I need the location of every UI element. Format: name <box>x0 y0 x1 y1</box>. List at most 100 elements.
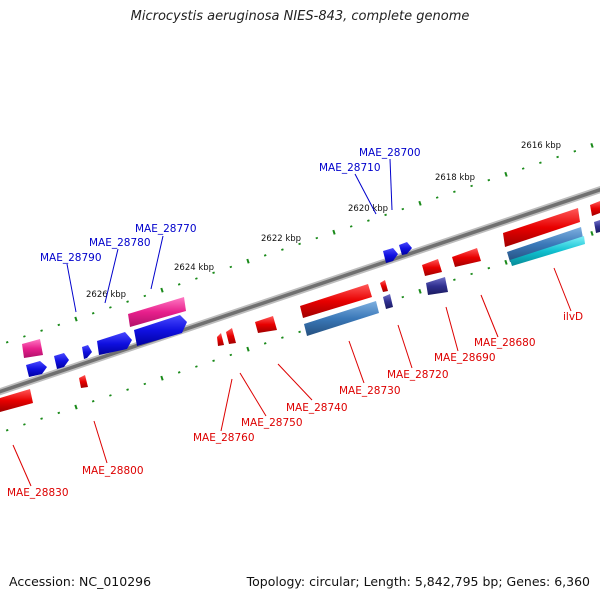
kbp-ruler <box>5 142 594 344</box>
minor-tick <box>401 207 405 211</box>
ruler-label-2618: 2618 kbp <box>435 173 475 183</box>
label-MAE_28690[interactable]: MAE_28690 <box>434 352 496 364</box>
minor-tick <box>263 254 267 257</box>
major-tick <box>160 287 164 293</box>
gene-MAE_28750-arrow[interactable] <box>226 328 236 344</box>
gene-MAE_28690-arrow[interactable] <box>422 259 442 276</box>
label-MAE_28790[interactable]: MAE_28790 <box>40 252 102 264</box>
minor-tick <box>453 190 456 193</box>
gene-steel-bar-2[interactable] <box>304 301 379 336</box>
minor-tick <box>177 283 181 286</box>
label-ilvD[interactable]: ilvD <box>563 311 583 323</box>
gene-MAE_28680-arrow[interactable] <box>452 248 481 267</box>
major-tick <box>246 346 250 352</box>
genome-summary-text: Topology: circular; Length: 5,842,795 bp… <box>246 574 590 589</box>
label-MAE_28750[interactable]: MAE_28750 <box>241 417 303 429</box>
label-MAE_28720[interactable]: MAE_28720 <box>387 369 449 381</box>
minor-tick <box>229 265 233 269</box>
minor-tick <box>487 178 491 182</box>
gene-steel-bar[interactable] <box>507 227 583 262</box>
minor-tick <box>109 394 112 397</box>
minor-tick <box>40 417 43 420</box>
label-MAE_28770[interactable]: MAE_28770 <box>135 223 197 235</box>
label-MAE_28700[interactable]: MAE_28700 <box>359 147 421 159</box>
gene-MAE_28700-arrow[interactable] <box>399 242 412 255</box>
gene-MAE_28830-arrow[interactable] <box>0 389 33 412</box>
gene-MAE_28710-arrow[interactable] <box>383 248 398 263</box>
ruler-label-2624: 2624 kbp <box>174 263 214 273</box>
major-tick <box>590 230 594 236</box>
gene-cyan-bar[interactable] <box>510 236 585 266</box>
minor-tick <box>470 272 473 276</box>
minor-tick <box>195 365 198 368</box>
ruler-label-2616: 2616 kbp <box>521 141 561 151</box>
minor-tick <box>23 335 26 338</box>
gene-navy-bar[interactable] <box>426 277 448 295</box>
gene-navy-edge[interactable] <box>594 220 600 233</box>
genome-backbone <box>0 186 600 396</box>
minor-tick <box>126 300 129 303</box>
minor-tick <box>281 248 284 251</box>
minor-tick <box>57 323 61 327</box>
label-MAE_28680[interactable]: MAE_28680 <box>474 337 536 349</box>
gene-MAE_28760-arrow[interactable] <box>217 333 224 346</box>
label-MAE_28760[interactable]: MAE_28760 <box>193 432 255 444</box>
map-title: Microcystis aeruginosa NIES-843, complet… <box>130 9 470 24</box>
gene-MAE_28720-arrow[interactable] <box>380 280 388 292</box>
minor-tick <box>195 277 198 280</box>
label-MAE_28780[interactable]: MAE_28780 <box>89 237 151 249</box>
minor-tick <box>177 371 181 374</box>
minor-tick <box>453 278 456 281</box>
gene-MAE_28790b-arrow[interactable] <box>82 345 92 359</box>
minor-tick <box>315 236 319 240</box>
gene-blue-arrow[interactable] <box>54 353 69 369</box>
label-MAE_28710[interactable]: MAE_28710 <box>319 162 381 174</box>
gene-labels: MAE_28700 MAE_28710 MAE_28770 MAE_28780 … <box>7 147 583 499</box>
label-MAE_28730[interactable]: MAE_28730 <box>339 385 401 397</box>
minor-tick <box>367 219 370 222</box>
minor-tick <box>212 271 215 274</box>
major-tick <box>504 171 508 177</box>
minor-tick <box>143 294 147 298</box>
major-tick <box>418 288 422 294</box>
gene-MAE_28780-arrow[interactable] <box>97 332 132 355</box>
minor-tick <box>556 155 559 159</box>
minor-tick <box>401 295 405 299</box>
label-MAE_28740[interactable]: MAE_28740 <box>286 402 348 414</box>
minor-tick <box>212 359 215 362</box>
minor-tick <box>40 329 43 332</box>
gene-blue-arrow-left[interactable] <box>26 361 47 377</box>
major-tick <box>504 259 508 265</box>
gene-MAE_28800-arrow[interactable] <box>79 375 88 388</box>
minor-tick <box>487 266 491 270</box>
gene-MAE_28790-arrow[interactable] <box>22 339 43 358</box>
gene-MAE_28770-arrow[interactable] <box>128 297 186 327</box>
major-tick <box>160 375 164 381</box>
gene-MAE_28740-arrow[interactable] <box>255 316 277 333</box>
label-MAE_28800[interactable]: MAE_28800 <box>82 465 144 477</box>
minor-tick <box>298 330 301 334</box>
forward-strand-genes <box>22 201 600 377</box>
minor-tick <box>91 312 95 315</box>
label-leader-lines <box>12 158 572 487</box>
minor-tick <box>539 161 542 164</box>
gene-arrow[interactable] <box>590 201 600 216</box>
label-MAE_28830[interactable]: MAE_28830 <box>7 487 69 499</box>
major-tick <box>74 316 78 322</box>
minor-tick <box>298 242 301 246</box>
gene-MAE_28730-arrow[interactable] <box>300 284 372 318</box>
gene-navy-small[interactable] <box>383 294 393 309</box>
ruler-label-2620: 2620 kbp <box>348 204 388 214</box>
major-tick <box>590 142 594 148</box>
minor-tick <box>57 411 61 415</box>
minor-tick <box>143 382 147 386</box>
reverse-strand-genes <box>0 220 600 412</box>
gene-MAE_28770b-arrow[interactable] <box>134 315 187 346</box>
ruler-label-2622: 2622 kbp <box>261 234 301 244</box>
major-tick <box>74 404 78 410</box>
minor-tick <box>5 341 9 344</box>
minor-tick <box>281 336 284 339</box>
gene-ilvD-arrow[interactable] <box>503 208 580 247</box>
minor-tick <box>263 342 267 345</box>
